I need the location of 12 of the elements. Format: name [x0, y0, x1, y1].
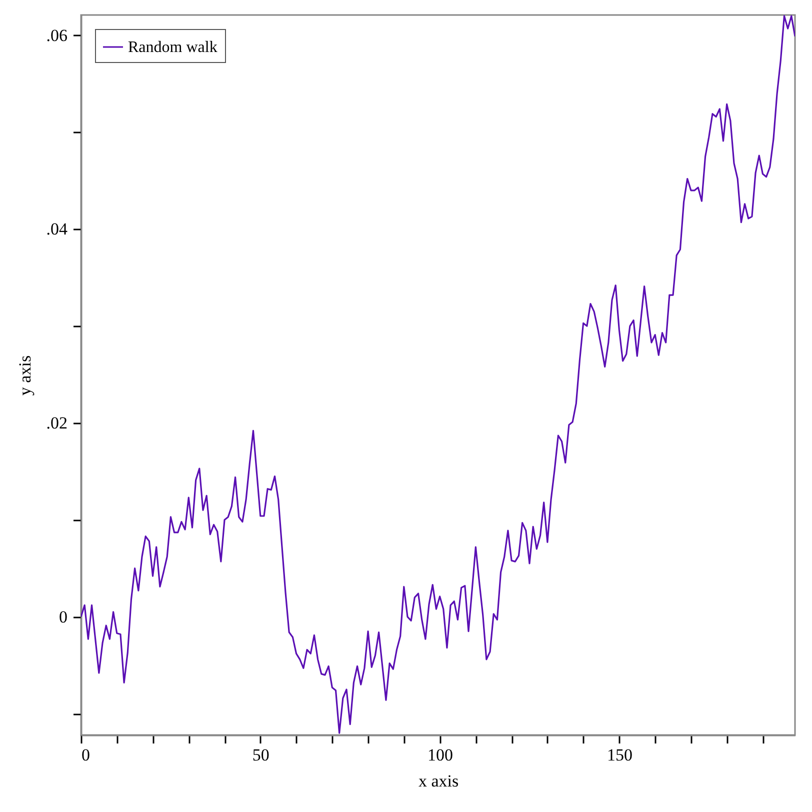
x-axis-title: x axis — [418, 772, 459, 790]
y-tick-label: .04 — [46, 220, 68, 239]
y-tick-label: .06 — [46, 26, 68, 45]
y-tick-label: .02 — [46, 413, 68, 432]
y-axis-title: y axis — [15, 355, 34, 396]
x-tick-label: 150 — [606, 746, 632, 764]
y-tick-label: 0 — [59, 607, 68, 626]
line-series — [81, 15, 795, 734]
x-tick-label: 100 — [428, 746, 454, 764]
legend-label: Random walk — [128, 39, 218, 56]
x-tick-label: 0 — [82, 746, 90, 764]
x-tick-label: 50 — [252, 746, 270, 764]
